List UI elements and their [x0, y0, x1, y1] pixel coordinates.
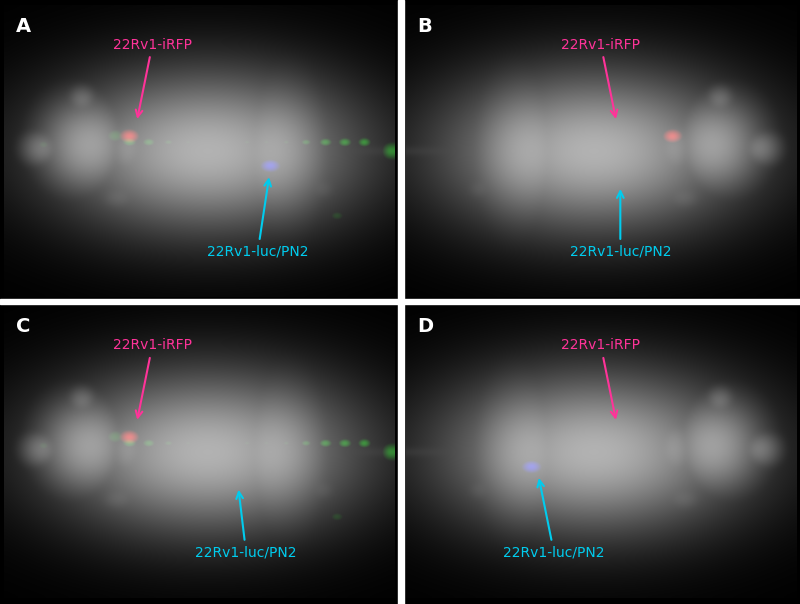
Text: 22Rv1-luc/PN2: 22Rv1-luc/PN2 [207, 179, 309, 259]
Text: C: C [16, 317, 30, 336]
Text: A: A [16, 16, 31, 36]
Text: 22Rv1-luc/PN2: 22Rv1-luc/PN2 [195, 492, 297, 559]
Text: D: D [418, 317, 434, 336]
Text: 22Rv1-luc/PN2: 22Rv1-luc/PN2 [570, 191, 671, 259]
Text: 22Rv1-iRFP: 22Rv1-iRFP [113, 338, 192, 417]
Text: 22Rv1-iRFP: 22Rv1-iRFP [562, 338, 640, 417]
Text: 22Rv1-iRFP: 22Rv1-iRFP [113, 37, 192, 117]
Text: 22Rv1-iRFP: 22Rv1-iRFP [562, 37, 640, 117]
Text: B: B [418, 16, 432, 36]
Text: 22Rv1-luc/PN2: 22Rv1-luc/PN2 [503, 480, 605, 559]
